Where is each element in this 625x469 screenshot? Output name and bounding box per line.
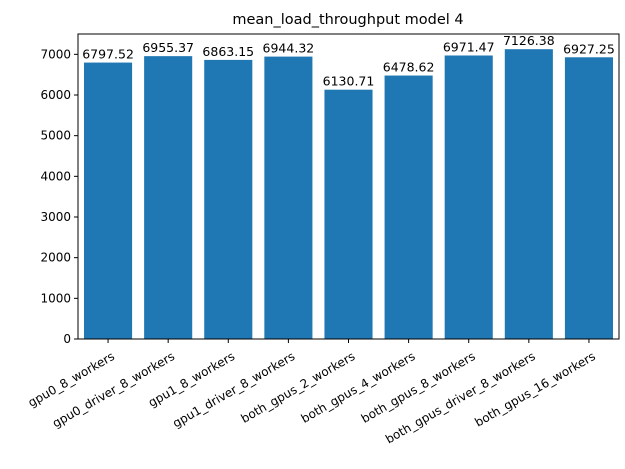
bar-gpu0_8_workers — [84, 62, 133, 340]
bar-both_gpus_8_workers — [444, 55, 493, 339]
y-tick-label: 1000 — [40, 291, 71, 305]
data-label: 6955.37 — [142, 40, 194, 55]
bar-both_gpus_2_workers — [324, 89, 373, 339]
data-label: 6797.52 — [82, 47, 134, 62]
chart-title: mean_load_throughput model 4 — [232, 12, 463, 28]
y-tick-label: 5000 — [40, 129, 71, 143]
y-tick-label: 0 — [63, 332, 71, 346]
plot-area: 01000200030004000500060007000gpu0_8_work… — [26, 33, 620, 446]
bar-both_gpus_16_workers — [564, 57, 613, 339]
bar-gpu1_8_workers — [204, 59, 253, 340]
bar-gpu1_driver_8_workers — [264, 56, 313, 339]
y-tick-label: 6000 — [40, 88, 71, 102]
y-tick-label: 7000 — [40, 47, 71, 61]
data-label: 6478.62 — [383, 60, 435, 75]
y-tick-label: 3000 — [40, 210, 71, 224]
bar-both_gpus_4_workers — [384, 75, 433, 339]
data-label: 6130.71 — [323, 74, 375, 89]
data-label: 7126.38 — [503, 33, 555, 48]
data-label: 6863.15 — [202, 44, 254, 59]
y-tick-label: 4000 — [40, 169, 71, 183]
y-tick-label: 2000 — [40, 251, 71, 265]
bar-gpu0_driver_8_workers — [144, 56, 193, 339]
data-label: 6944.32 — [263, 41, 315, 56]
bar-both_gpus_driver_8_workers — [504, 49, 553, 339]
data-label: 6971.47 — [443, 39, 495, 54]
data-label: 6927.25 — [563, 41, 615, 56]
